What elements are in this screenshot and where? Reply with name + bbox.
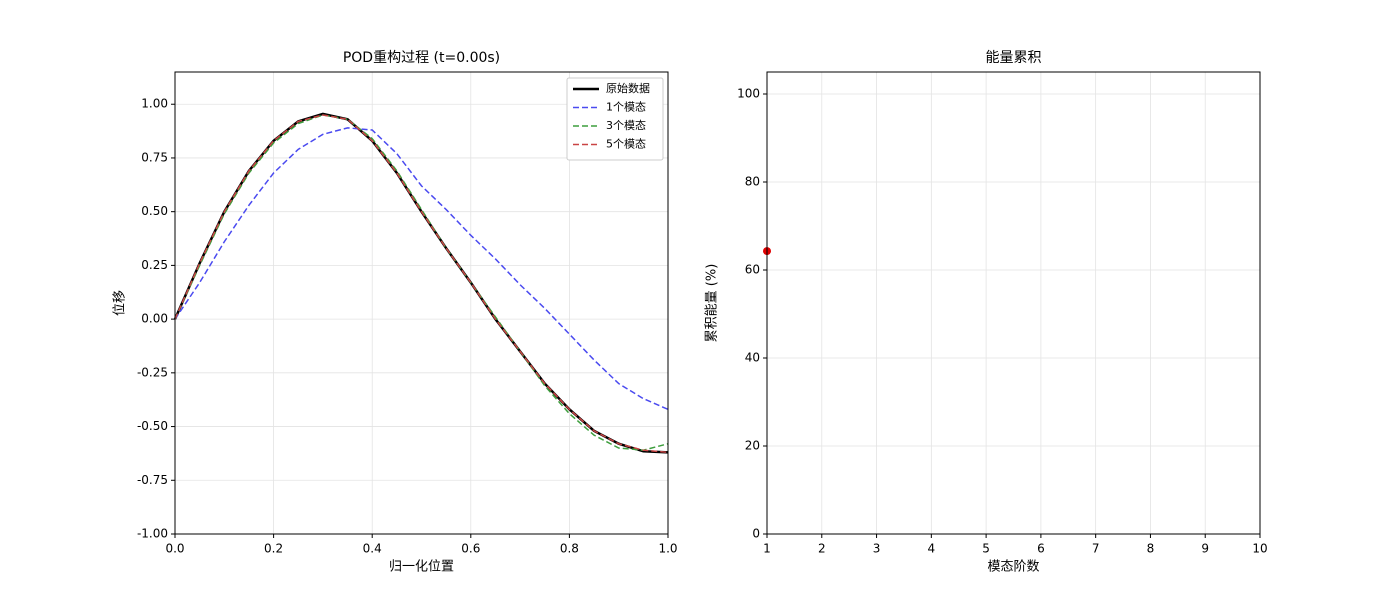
y-axis-label: 位移 <box>113 290 128 316</box>
axes-frame <box>766 71 1261 535</box>
x-tick-label: 1.0 <box>658 542 677 556</box>
x-tick-label: 8 <box>1147 542 1155 556</box>
y-tick-label: 0.00 <box>141 312 168 326</box>
y-tick-label: 0.75 <box>141 150 168 164</box>
plot-area <box>767 72 1260 534</box>
chart-title: POD重构过程 (t=0.00s) <box>343 50 500 66</box>
y-tick-label: 60 <box>745 263 760 277</box>
x-tick-label: 5 <box>982 542 990 556</box>
y-tick-label: 1.00 <box>141 97 168 111</box>
y-tick-label: 20 <box>745 439 760 453</box>
legend-label: 原始数据 <box>606 81 650 95</box>
legend: 原始数据 1个模态 3个模态 5个模态 <box>566 77 664 161</box>
legend-label: 1个模态 <box>606 101 646 114</box>
y-tick-label: 80 <box>745 175 760 189</box>
x-tick-label: 0.8 <box>560 542 579 556</box>
x-tick-label: 0.6 <box>461 542 480 556</box>
x-tick-label: 3 <box>873 542 881 556</box>
x-tick-label: 0.2 <box>264 542 283 556</box>
x-tick-label: 10 <box>1252 542 1267 556</box>
x-tick-label: 2 <box>818 542 826 556</box>
y-tick-label: 0 <box>752 527 760 541</box>
x-axis-label: 归一化位置 <box>389 560 454 575</box>
series-line <box>174 114 669 451</box>
x-tick-label: 6 <box>1037 542 1045 556</box>
x-tick-label: 7 <box>1092 542 1100 556</box>
y-tick-label: -0.50 <box>137 419 168 433</box>
subplot: 0.0 0.2 0.4 0.6 0.8 1.0 -1.00 -0.75 -0.50 -0.25 0.… <box>113 50 678 575</box>
y-tick-label: 40 <box>745 351 760 365</box>
series-line <box>174 114 669 454</box>
x-tick-label: 9 <box>1201 542 1209 556</box>
x-axis-label: 模态阶数 <box>987 560 1039 575</box>
y-tick-label: 0.25 <box>141 258 168 272</box>
legend-box <box>566 77 664 161</box>
series-line <box>174 127 669 411</box>
y-tick-label: 100 <box>737 87 760 101</box>
x-tick-label: 4 <box>928 542 936 556</box>
x-tick-label: 0.4 <box>363 542 382 556</box>
y-tick-label: -0.25 <box>137 365 168 379</box>
legend-label: 5个模态 <box>606 138 646 151</box>
y-tick-label: -1.00 <box>137 527 168 541</box>
chart-title: 能量累积 <box>986 50 1042 66</box>
x-tick-label: 1 <box>763 542 771 556</box>
x-tick-label: 0.0 <box>165 542 184 556</box>
y-axis-label: 累积能量 (%) <box>705 264 720 343</box>
y-tick-label: -0.75 <box>137 473 168 487</box>
y-tick-label: 0.50 <box>141 204 168 218</box>
axes-frame <box>174 71 669 535</box>
legend-label: 3个模态 <box>606 119 646 132</box>
